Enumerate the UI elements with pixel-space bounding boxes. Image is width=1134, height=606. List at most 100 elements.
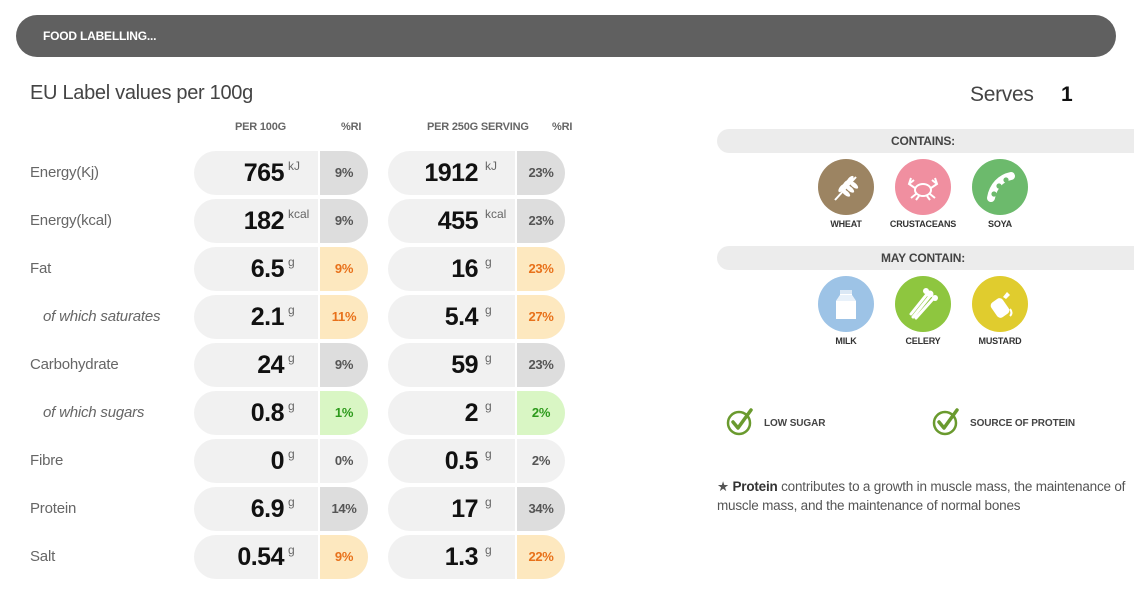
nutrient-label: Fat [30,260,52,277]
allergen-celery-label: CELERY [905,336,941,346]
ri-percent: 23% [515,199,565,243]
wheat-icon [818,159,874,215]
ri-percent: 23% [515,343,565,387]
allergen-celery: CELERY [883,276,963,346]
allergen-crustaceans-label: CRUSTACEANS [889,219,957,229]
allergen-milk-label: MILK [835,336,857,346]
allergen-wheat-label: WHEAT [830,219,862,229]
soya-icon [972,159,1028,215]
may-contain-title: MAY CONTAIN: [880,251,966,265]
nutrient-unit: g [288,255,295,269]
allergen-mustard-label: MUSTARD [978,336,1022,346]
nutrient-label: Carbohydrate [30,356,119,373]
ri-percent: 34% [515,487,565,531]
nutrient-label: of which sugars [43,404,145,421]
milk-icon [818,276,874,332]
ri-percent: 9% [318,199,368,243]
allergen-mustard: MUSTARD [960,276,1040,346]
header-ri-serving: %RI [552,121,573,133]
nutrient-unit: kJ [485,159,497,173]
header-per-100g: PER 100G [235,121,286,133]
nutrient-value: 0.54 [237,543,284,571]
nutrient-value: 6.5 [250,255,285,283]
nutrient-value: 0.5 [444,447,479,475]
nutrient-value: 765 [243,159,285,187]
allergen-soya: SOYA [960,159,1040,229]
nutrient-value: 5.4 [444,303,479,331]
nutrient-label: Salt [30,548,56,565]
value-pill-per-100g: 0.8 g 1% [194,391,368,435]
contains-bar: CONTAINS: [717,129,1134,153]
header-per-serving: PER 250G SERVING [427,121,529,133]
nutrient-unit: g [485,399,492,413]
nutrient-unit: g [485,543,492,557]
nutrient-label: Energy(Kj) [30,164,99,181]
nutrient-unit: kcal [288,207,310,221]
claim-low-sugar-label: LOW SUGAR [764,418,826,429]
nutrient-value: 1.3 [444,543,479,571]
value-pill-per-100g: 6.9 g 14% [194,487,368,531]
nutrient-value: 0 [270,447,285,475]
ri-percent: 23% [515,151,565,195]
nutrient-unit: g [288,303,295,317]
ri-percent: 11% [318,295,368,339]
value-pill-per-serving: 16 g 23% [388,247,565,291]
value-pill-per-100g: 6.5 g 9% [194,247,368,291]
nutrient-unit: g [485,351,492,365]
check-circle-icon [932,406,960,441]
nutrient-value: 2.1 [250,303,285,331]
note-text-1: contributes to a growth in muscle mass, … [777,479,1126,494]
ri-percent: 23% [515,247,565,291]
nutrient-unit: g [288,495,295,509]
ri-percent: 1% [318,391,368,435]
header-ri-100g: %RI [341,121,362,133]
allergen-milk: MILK [806,276,886,346]
nutrient-value: 455 [437,207,479,235]
claim-source-of-protein-label: SOURCE OF PROTEIN [970,418,1075,429]
nutrient-unit: g [485,303,492,317]
value-pill-per-serving: 0.5 g 2% [388,439,565,483]
nutrient-label: of which saturates [43,308,161,325]
mustard-icon [972,276,1028,332]
value-pill-per-serving: 5.4 g 27% [388,295,565,339]
nutrient-value: 1912 [424,159,478,187]
value-pill-per-serving: 1.3 g 22% [388,535,565,579]
nutrient-unit: g [485,447,492,461]
ri-percent: 9% [318,343,368,387]
nutrient-label: Fibre [30,452,64,469]
crab-icon [895,159,951,215]
ri-percent: 9% [318,535,368,579]
nutrient-value: 0.8 [250,399,285,427]
nutrient-unit: kcal [485,207,507,221]
nutrient-value: 6.9 [250,495,285,523]
may-contain-bar: MAY CONTAIN: [717,246,1134,270]
check-circle-icon [726,406,754,441]
note-text-2: muscle mass, and the maintenance of norm… [717,498,1021,513]
ri-percent: 2% [515,391,565,435]
nutrient-unit: g [485,255,492,269]
banner-title: FOOD LABELLING... [43,29,157,43]
nutrient-unit: g [485,495,492,509]
celery-icon [895,276,951,332]
nutrient-label: Energy(kcal) [30,212,112,229]
serves-value: 1 [1061,83,1073,106]
value-pill-per-100g: 0 g 0% [194,439,368,483]
claim-low-sugar: LOW SUGAR [726,406,825,441]
nutrient-label: Protein [30,500,77,517]
value-pill-per-100g: 182 kcal 9% [194,199,368,243]
header-banner: FOOD LABELLING... [16,15,1116,57]
value-pill-per-100g: 24 g 9% [194,343,368,387]
value-pill-per-serving: 59 g 23% [388,343,565,387]
nutrient-unit: g [288,399,295,413]
ri-percent: 14% [318,487,368,531]
nutrient-unit: g [288,351,295,365]
value-pill-per-100g: 2.1 g 11% [194,295,368,339]
ri-percent: 0% [318,439,368,483]
note-bold: Protein [732,479,778,494]
nutrient-value: 59 [451,351,478,379]
value-pill-per-serving: 455 kcal 23% [388,199,565,243]
allergen-crustaceans: CRUSTACEANS [883,159,963,229]
ri-percent: 27% [515,295,565,339]
nutrient-unit: g [288,447,295,461]
nutrient-value: 16 [451,255,478,283]
